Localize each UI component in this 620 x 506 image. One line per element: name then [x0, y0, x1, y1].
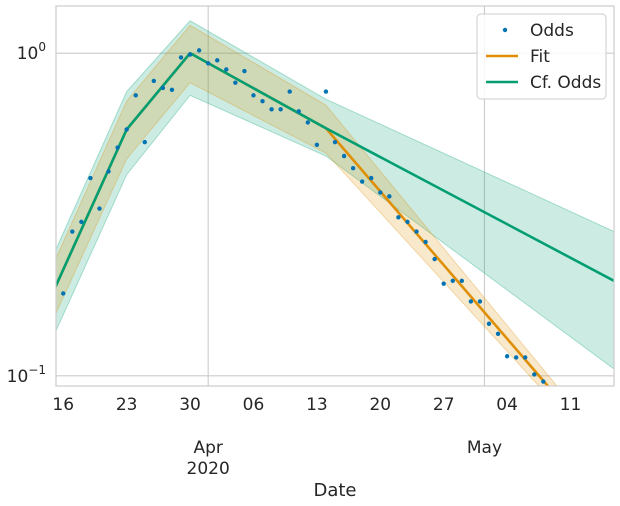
- odds-point-33: [350, 166, 356, 171]
- odds-point-43: [441, 281, 446, 286]
- odds-point-5: [97, 206, 102, 211]
- odds-point-39: [405, 219, 410, 225]
- odds-point-9: [133, 93, 138, 98]
- odds-point-50: [504, 354, 510, 359]
- odds-point-36: [378, 190, 383, 195]
- odds-point-53: [532, 372, 537, 377]
- legend-cf-odds-label: Cf. Odds: [530, 73, 601, 93]
- odds-point-31: [332, 139, 338, 145]
- odds-point-34: [359, 179, 365, 184]
- odds-point-48: [486, 321, 492, 326]
- odds-point-26: [287, 89, 292, 94]
- odds-point-17: [205, 61, 211, 66]
- odds-point-19: [224, 67, 229, 72]
- x-tick-label-8: 11: [560, 395, 582, 415]
- confidence-bands: [56, 20, 614, 386]
- odds-point-11: [151, 78, 157, 84]
- x-tick-label-3: 06: [243, 395, 265, 415]
- x-year-label-0: 2020: [187, 459, 230, 479]
- odds-point-46: [468, 299, 474, 304]
- odds-point-37: [387, 194, 392, 199]
- odds-point-4: [88, 175, 93, 181]
- odds-point-51: [513, 355, 519, 360]
- x-month-label-1: May: [467, 438, 502, 458]
- odds-point-42: [432, 256, 437, 262]
- plot-frame: [55, 5, 615, 387]
- x-tick-label-6: 27: [433, 395, 455, 415]
- odds-point-23: [260, 98, 265, 104]
- odds-point-16: [196, 48, 202, 53]
- odds-point-10: [142, 139, 147, 145]
- fit-confidence-band: [56, 24, 558, 386]
- x-month-label-0: Apr: [193, 438, 222, 458]
- x-tick-label-7: 04: [496, 395, 518, 415]
- legend: Odds Fit Cf. Odds: [476, 13, 607, 100]
- odds-point-7: [115, 145, 120, 150]
- y-tick-label-0: 100: [17, 40, 46, 64]
- odds-point-8: [124, 127, 129, 132]
- odds-point-3: [79, 219, 84, 225]
- odds-point-52: [523, 355, 528, 360]
- legend-box: [476, 13, 607, 100]
- odds-point-22: [251, 93, 256, 98]
- odds-point-13: [169, 87, 175, 92]
- odds-point-14: [178, 55, 184, 60]
- odds-point-27: [296, 109, 301, 114]
- x-tick-label-4: 13: [306, 395, 328, 415]
- odds-point-45: [459, 278, 465, 284]
- x-tick-label-1: 23: [116, 395, 138, 415]
- odds-point-54: [541, 379, 546, 384]
- odds-point-32: [341, 153, 347, 159]
- x-axis-label: Date: [313, 480, 356, 501]
- odds-point-49: [495, 331, 501, 336]
- legend-odds-label: Odds: [530, 21, 574, 41]
- odds-point-30: [323, 89, 329, 94]
- odds-point-15: [187, 52, 193, 57]
- x-tick-label-0: 16: [52, 395, 74, 415]
- odds-point-28: [305, 120, 311, 125]
- legend-odds-marker: [502, 27, 508, 33]
- odds-point-47: [477, 299, 483, 304]
- odds-point-6: [106, 169, 111, 174]
- odds-point-12: [160, 85, 166, 91]
- cf-odds-confidence-band: [56, 20, 614, 370]
- odds-point-35: [369, 175, 374, 181]
- odds-point-44: [450, 278, 455, 284]
- odds-point-25: [278, 107, 283, 112]
- odds-point-29: [314, 142, 320, 147]
- odds-points: [56, 48, 546, 384]
- odds-point-41: [423, 239, 428, 245]
- odds-point-40: [414, 229, 419, 234]
- odds-point-20: [233, 80, 238, 85]
- odds-point-38: [396, 215, 401, 220]
- odds-point-1: [61, 291, 66, 296]
- odds-point-2: [70, 229, 75, 234]
- odds-point-18: [215, 58, 220, 63]
- y-tick-label-1: 10−1: [7, 363, 46, 387]
- x-tick-label-5: 20: [369, 395, 391, 415]
- odds-point-21: [242, 68, 247, 74]
- legend-fit-label: Fit: [530, 47, 550, 67]
- odds-point-24: [269, 107, 274, 112]
- x-tick-label-2: 30: [179, 395, 201, 415]
